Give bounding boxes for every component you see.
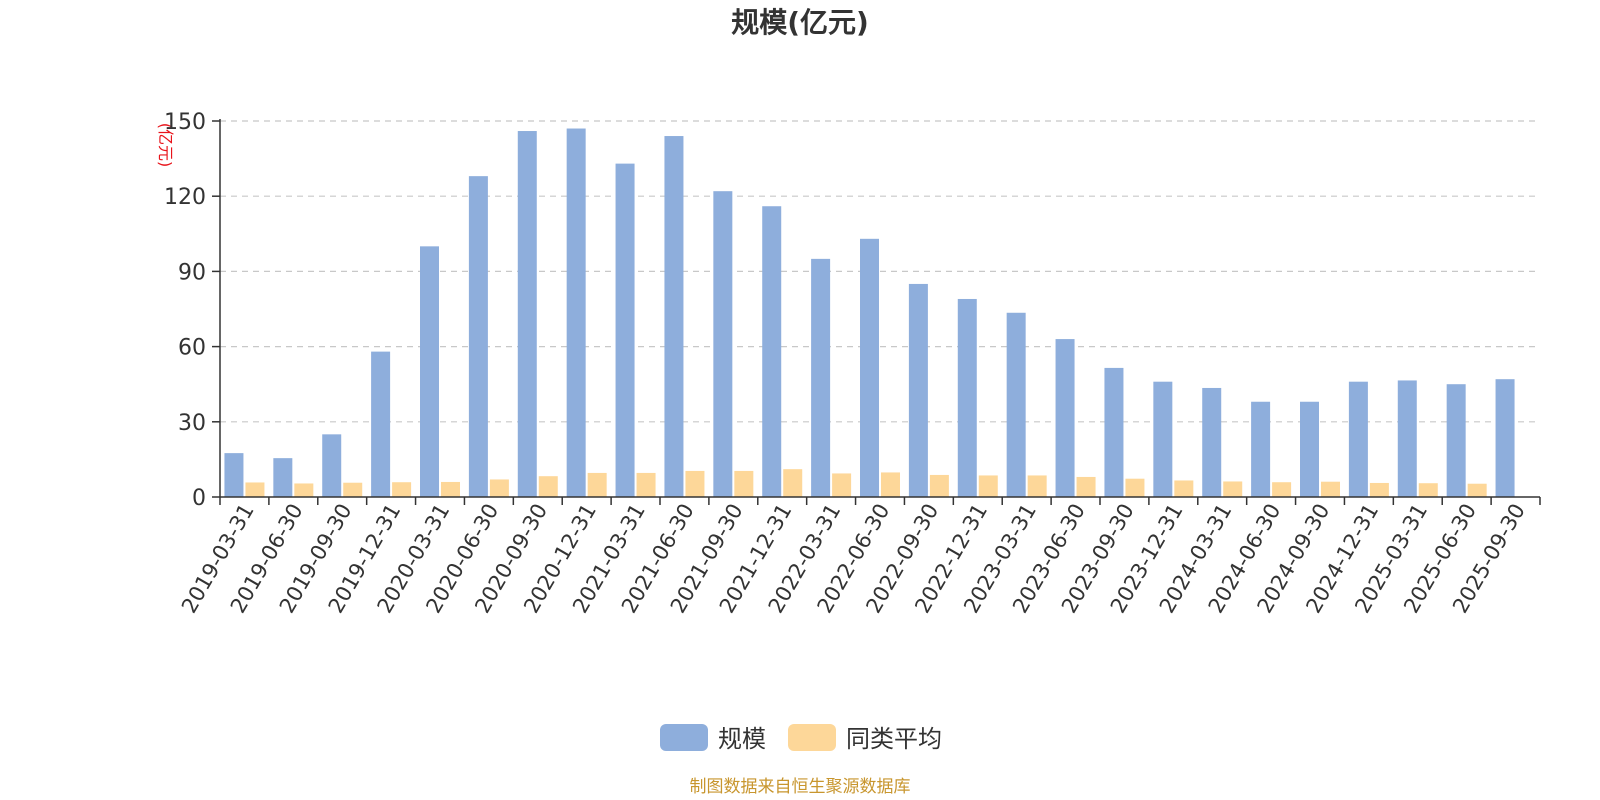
axis-layer: 03060901201502019-03-312019-06-302019-09… [164, 110, 1541, 617]
bar-peer-average[interactable] [783, 469, 803, 497]
bar-scale[interactable] [566, 128, 586, 497]
bar-scale[interactable] [1153, 381, 1173, 497]
bar-peer-average[interactable] [685, 470, 705, 497]
bar-peer-average[interactable] [1321, 481, 1340, 497]
bar-scale[interactable] [420, 246, 439, 497]
bar-scale[interactable] [615, 163, 635, 497]
y-tick-label: 60 [178, 336, 206, 361]
legend[interactable]: 规模 同类平均 [660, 724, 942, 753]
data-source-note: 制图数据来自恒生聚源数据库 [690, 777, 911, 797]
bar-peer-average[interactable] [489, 479, 509, 497]
bar-scale[interactable] [371, 351, 391, 497]
bar-scale[interactable] [664, 136, 684, 498]
bar-peer-average[interactable] [636, 472, 656, 497]
y-tick-label: 30 [178, 411, 206, 436]
chart-title: 规模(亿元) [731, 6, 869, 39]
bar-peer-average[interactable] [1418, 483, 1438, 497]
bar-scale[interactable] [224, 453, 244, 497]
bar-peer-average[interactable] [1467, 483, 1487, 497]
bar-peer-average[interactable] [929, 474, 949, 497]
bar-scale[interactable] [1202, 387, 1222, 497]
bar-scale[interactable] [1348, 381, 1368, 497]
bar-peer-average[interactable] [832, 473, 852, 497]
bar-peer-average[interactable] [1125, 478, 1145, 497]
bar-scale[interactable] [1397, 380, 1417, 497]
bars-layer [224, 128, 1515, 498]
bar-scale[interactable] [811, 258, 831, 497]
y-axis-unit: (亿元) [156, 123, 175, 168]
legend-label-scale[interactable]: 规模 [718, 725, 766, 753]
bar-scale[interactable] [957, 298, 977, 497]
bar-peer-average[interactable] [1174, 480, 1194, 497]
bar-scale[interactable] [908, 283, 928, 497]
bar-peer-average[interactable] [343, 482, 363, 497]
bar-scale[interactable] [860, 238, 879, 497]
bar-peer-average[interactable] [1223, 481, 1243, 497]
grid-layer [220, 120, 1540, 423]
bar-scale[interactable] [322, 434, 342, 497]
bar-peer-average[interactable] [587, 472, 607, 497]
bar-scale[interactable] [1104, 367, 1124, 497]
bar-scale[interactable] [713, 191, 733, 498]
legend-swatch-peer-average[interactable] [788, 724, 836, 751]
bar-scale[interactable] [762, 206, 782, 497]
bar-scale[interactable] [1006, 312, 1026, 497]
bar-scale[interactable] [468, 176, 488, 497]
bar-scale[interactable] [1055, 339, 1075, 497]
bar-scale[interactable] [1446, 384, 1466, 497]
y-tick-label: 0 [192, 486, 206, 511]
bar-scale[interactable] [1300, 401, 1319, 497]
bar-peer-average[interactable] [392, 482, 412, 497]
bar-peer-average[interactable] [1076, 476, 1096, 497]
bar-peer-average[interactable] [978, 475, 998, 497]
bar-peer-average[interactable] [538, 476, 558, 497]
legend-swatch-scale[interactable] [660, 724, 708, 751]
y-tick-label: 90 [178, 260, 206, 285]
bar-peer-average[interactable] [881, 472, 900, 497]
bar-scale[interactable] [1251, 401, 1271, 497]
bar-peer-average[interactable] [441, 481, 460, 497]
y-tick-label: 120 [164, 185, 206, 210]
bar-peer-average[interactable] [1027, 475, 1047, 497]
legend-label-peer-average[interactable]: 同类平均 [846, 725, 942, 753]
bar-peer-average[interactable] [734, 470, 754, 497]
bar-peer-average[interactable] [1272, 482, 1292, 497]
y-tick-label: 150 [164, 110, 206, 135]
bar-peer-average[interactable] [1369, 482, 1389, 497]
bar-peer-average[interactable] [294, 483, 314, 497]
bar-peer-average[interactable] [245, 482, 265, 497]
bar-scale[interactable] [273, 458, 293, 497]
bar-scale[interactable] [1495, 379, 1515, 497]
bar-scale[interactable] [517, 131, 537, 497]
